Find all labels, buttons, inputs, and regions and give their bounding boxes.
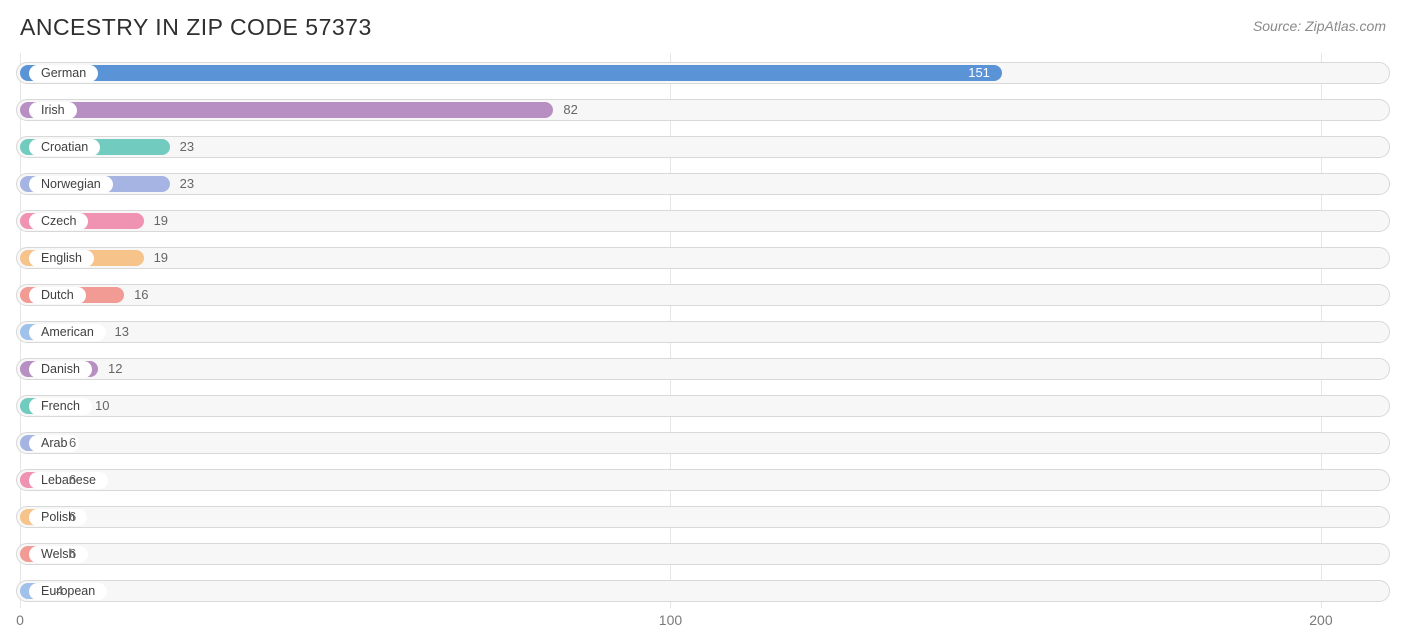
bar-track <box>16 469 1390 491</box>
bar-value: 4 <box>56 583 63 599</box>
bar-label: Welsh <box>29 546 88 563</box>
bar-track <box>16 395 1390 417</box>
bar-track <box>16 173 1390 195</box>
bar-value: 6 <box>69 546 76 562</box>
chart-title: ANCESTRY IN ZIP CODE 57373 <box>20 14 372 41</box>
bar-value: 10 <box>95 398 109 414</box>
bar-label: American <box>29 324 106 341</box>
bar-label: European <box>29 583 107 600</box>
chart-bars: German 151 Irish 82 Croatian 23 Norwegian 23 Cze… <box>14 53 1392 607</box>
bar-row: American 13 <box>14 316 1392 348</box>
chart-source: Source: ZipAtlas.com <box>1253 18 1386 34</box>
bar-label: French <box>29 398 92 415</box>
bar <box>20 102 553 118</box>
bar-track <box>16 284 1390 306</box>
bar-label: English <box>29 250 94 267</box>
bar-value: 151 <box>968 65 990 81</box>
bar-track <box>16 580 1390 602</box>
bar-label: Polish <box>29 509 87 526</box>
bar-row: English 19 <box>14 242 1392 274</box>
chart-x-axis: 0 100 200 <box>14 610 1392 634</box>
bar-label: Dutch <box>29 287 86 304</box>
chart-header: ANCESTRY IN ZIP CODE 57373 Source: ZipAt… <box>0 0 1406 47</box>
bar-row: Welsh6 <box>14 538 1392 570</box>
bar-track <box>16 210 1390 232</box>
chart-area: German 151 Irish 82 Croatian 23 Norwegian 23 Cze… <box>14 53 1392 634</box>
bar <box>20 65 1002 81</box>
bar-row: French10 <box>14 390 1392 422</box>
bar-label: Irish <box>29 102 77 119</box>
bar-value: 19 <box>154 250 168 266</box>
bar-row: Polish6 <box>14 501 1392 533</box>
bar-value: 19 <box>154 213 168 229</box>
bar-value: 13 <box>115 324 129 340</box>
bar-label: Czech <box>29 213 88 230</box>
bar-row: Croatian 23 <box>14 131 1392 163</box>
bar-label: Danish <box>29 361 92 378</box>
bar-row: Lebanese6 <box>14 464 1392 496</box>
x-tick: 200 <box>1309 612 1332 628</box>
bar-track <box>16 506 1390 528</box>
bar-row: Danish 12 <box>14 353 1392 385</box>
bar-value: 23 <box>180 139 194 155</box>
bar-label: Norwegian <box>29 176 113 193</box>
bar-track <box>16 321 1390 343</box>
x-tick: 100 <box>659 612 682 628</box>
bar-track <box>16 136 1390 158</box>
bar-track <box>16 543 1390 565</box>
bar-track <box>16 358 1390 380</box>
bar-value: 23 <box>180 176 194 192</box>
x-tick: 0 <box>16 612 24 628</box>
bar-value: 6 <box>69 472 76 488</box>
bar-row: Dutch 16 <box>14 279 1392 311</box>
bar-value: 16 <box>134 287 148 303</box>
bar-label: Croatian <box>29 139 100 156</box>
bar-row: Czech 19 <box>14 205 1392 237</box>
bar-value: 12 <box>108 361 122 377</box>
bar-track <box>16 432 1390 454</box>
bar-value: 82 <box>563 102 577 118</box>
bar-row: Arab6 <box>14 427 1392 459</box>
bar-row: Irish 82 <box>14 94 1392 126</box>
bar-row: German 151 <box>14 57 1392 89</box>
bar-row: Norwegian 23 <box>14 168 1392 200</box>
bar-label: German <box>29 65 98 82</box>
bar-row: European4 <box>14 575 1392 607</box>
chart-plot: German 151 Irish 82 Croatian 23 Norwegian 23 Cze… <box>14 53 1392 608</box>
bar-value: 6 <box>69 435 76 451</box>
bar-value: 6 <box>69 509 76 525</box>
bar-track <box>16 247 1390 269</box>
